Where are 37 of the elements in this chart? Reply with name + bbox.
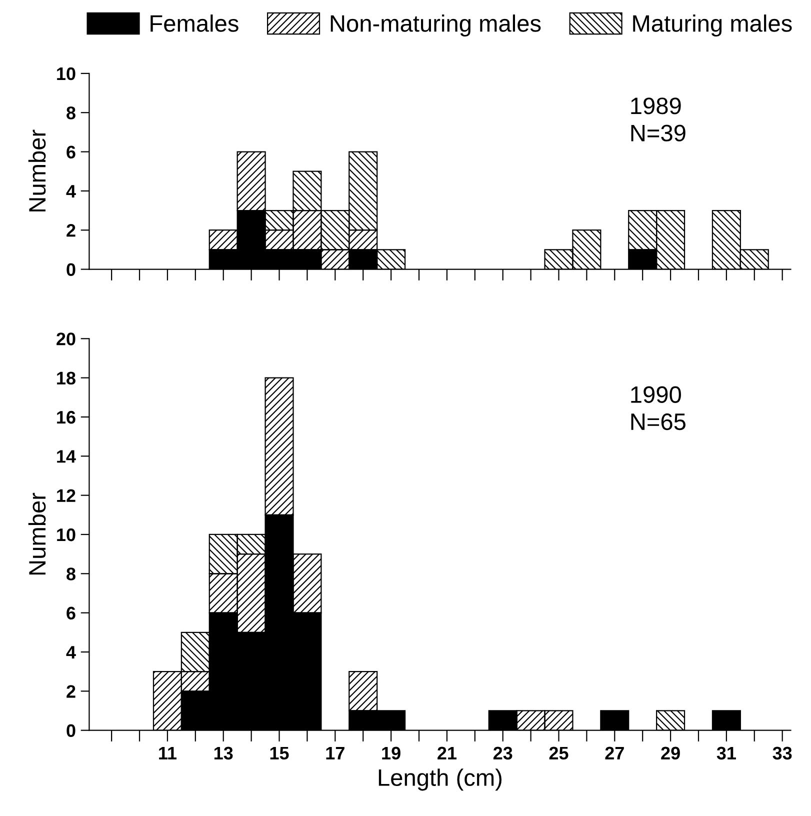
- x-tick-label: 17: [326, 746, 344, 760]
- y-tick-label: 6: [66, 606, 76, 620]
- x-tick-label: 25: [549, 746, 568, 760]
- y-tick-label: 6: [66, 146, 76, 158]
- y-axis-title: Number: [28, 492, 46, 575]
- x-tick-label: 33: [772, 746, 792, 760]
- y-axis-title: Number: [28, 130, 46, 212]
- y-tick-label: 14: [57, 450, 76, 463]
- y-tick-label: 8: [66, 106, 76, 120]
- x-tick-label: 23: [493, 746, 512, 760]
- y-tick-label: 0: [66, 263, 76, 276]
- y-tick-label: 18: [57, 372, 76, 385]
- y-tick-label: 10: [57, 528, 76, 542]
- x-tick-label: 11: [159, 746, 177, 760]
- legend-label: Maturing males: [633, 14, 792, 37]
- y-tick-label: 4: [66, 185, 76, 198]
- y-tick-label: 16: [57, 410, 76, 424]
- x-tick-label: 13: [214, 746, 233, 760]
- x-tick-label: 27: [605, 746, 624, 760]
- y-tick-label: 12: [57, 489, 76, 502]
- x-tick-label: 31: [716, 746, 736, 760]
- y-tick-label: 10: [57, 67, 76, 80]
- x-tick-label: 19: [382, 746, 400, 760]
- y-tick-label: 2: [66, 224, 76, 237]
- x-axis-title: Length (cm): [378, 768, 502, 791]
- annotation: 1989 N=39: [631, 98, 686, 142]
- y-tick-label: 8: [66, 568, 76, 580]
- annotation: 1990 N=65: [631, 386, 686, 430]
- y-tick-label: 20: [56, 332, 76, 346]
- legend-label: Females: [150, 14, 238, 32]
- y-tick-label: 0: [66, 724, 76, 738]
- x-tick-label: 21: [438, 746, 456, 760]
- x-tick-label: 15: [270, 746, 289, 760]
- legend-label: Non-maturing males: [330, 14, 541, 37]
- y-tick-label: 4: [66, 646, 76, 659]
- x-tick-label: 29: [661, 746, 680, 760]
- y-tick-label: 2: [66, 685, 76, 698]
